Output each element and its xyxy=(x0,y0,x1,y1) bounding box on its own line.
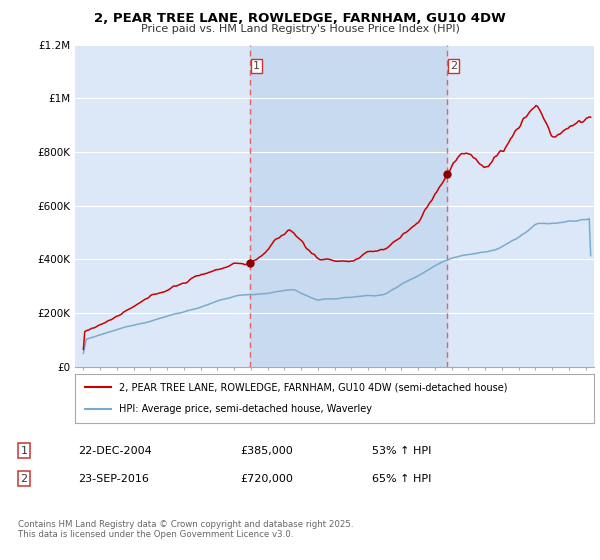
Text: 2: 2 xyxy=(449,61,457,71)
Text: HPI: Average price, semi-detached house, Waverley: HPI: Average price, semi-detached house,… xyxy=(119,404,372,414)
Text: £720,000: £720,000 xyxy=(240,474,293,484)
Text: 65% ↑ HPI: 65% ↑ HPI xyxy=(372,474,431,484)
Text: £385,000: £385,000 xyxy=(240,446,293,456)
Text: 22-DEC-2004: 22-DEC-2004 xyxy=(78,446,152,456)
Text: 23-SEP-2016: 23-SEP-2016 xyxy=(78,474,149,484)
Text: Price paid vs. HM Land Registry's House Price Index (HPI): Price paid vs. HM Land Registry's House … xyxy=(140,24,460,34)
Text: 53% ↑ HPI: 53% ↑ HPI xyxy=(372,446,431,456)
Text: Contains HM Land Registry data © Crown copyright and database right 2025.
This d: Contains HM Land Registry data © Crown c… xyxy=(18,520,353,539)
Bar xyxy=(250,45,447,367)
Text: 1: 1 xyxy=(20,446,28,456)
Text: 2, PEAR TREE LANE, ROWLEDGE, FARNHAM, GU10 4DW (semi-detached house): 2, PEAR TREE LANE, ROWLEDGE, FARNHAM, GU… xyxy=(119,382,508,393)
Text: 2: 2 xyxy=(20,474,28,484)
Text: 2, PEAR TREE LANE, ROWLEDGE, FARNHAM, GU10 4DW: 2, PEAR TREE LANE, ROWLEDGE, FARNHAM, GU… xyxy=(94,12,506,25)
Text: 1: 1 xyxy=(253,61,260,71)
